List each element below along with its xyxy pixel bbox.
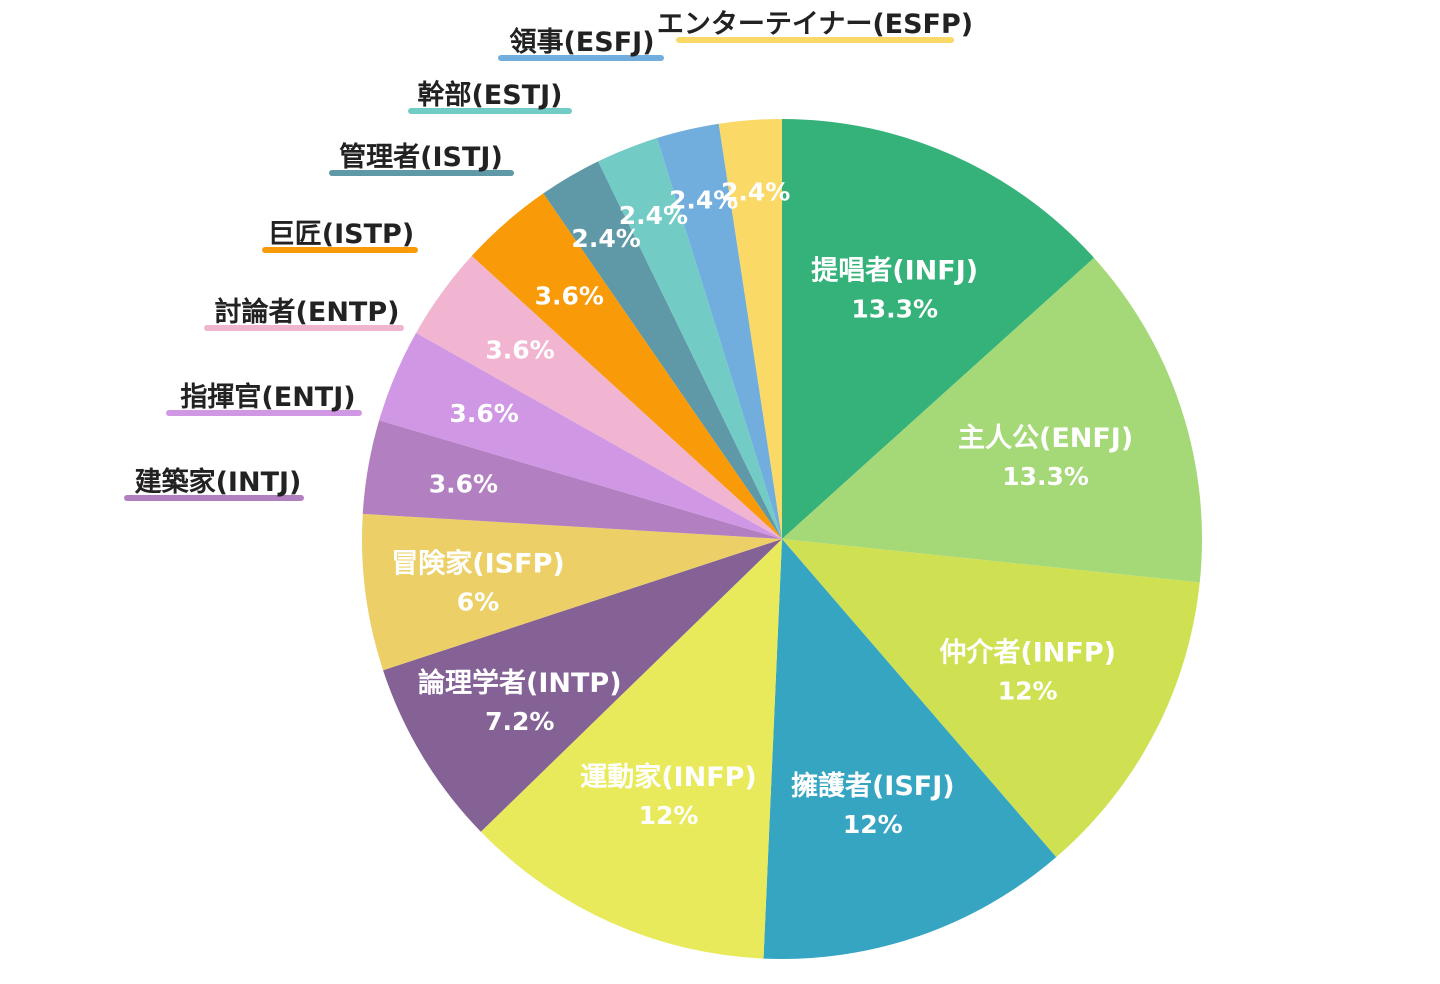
- pie-slice: [718, 119, 782, 539]
- pie-slice: [598, 138, 782, 539]
- slice-percent-label: 13.3%: [1002, 462, 1089, 491]
- slice-percent-label: 2.4%: [669, 185, 738, 214]
- slice-percent-label: 3.6%: [485, 335, 554, 364]
- outside-label-underline: [166, 410, 362, 416]
- outside-label-underline: [204, 325, 404, 331]
- pie-slice: [383, 539, 782, 832]
- pie-slice: [480, 539, 782, 959]
- slice-name-label: 提唱者(INFJ): [811, 256, 978, 287]
- slice-percent-label: 2.4%: [619, 201, 688, 230]
- slice-name-label: 論理学者(INTP): [418, 667, 622, 699]
- slice-name-label: 仲介者(INFP): [939, 637, 1116, 668]
- pie-slice: [657, 123, 782, 539]
- outside-label-underline: [408, 108, 572, 114]
- slice-percent-label: 12%: [639, 801, 699, 830]
- outside-label-underline: [329, 170, 514, 176]
- pie-slice: [782, 257, 1203, 583]
- pie-slice: [471, 193, 782, 539]
- outside-label-underline: [124, 495, 304, 501]
- slice-percent-label: 2.4%: [571, 224, 640, 253]
- slice-name-label: 運動家(INFP): [580, 761, 757, 793]
- pie-slice: [763, 539, 1057, 959]
- slice-name-outside-label: 討論者(ENTP): [215, 296, 400, 328]
- outside-label-underline: [498, 55, 664, 61]
- pie-labels: 提唱者(INFJ) 13.3% 主人公(ENFJ) 13.3% 仲介者(INFP) 12%…: [124, 9, 1133, 839]
- slice-name-label: 擁護者(ISFJ): [791, 770, 955, 802]
- pie-slices: [361, 118, 1203, 959]
- slice-name-outside-label: 建築家(INTJ): [135, 466, 302, 498]
- slice-name-label: 冒険家(ISFP): [391, 548, 564, 580]
- pie-slice: [416, 255, 782, 539]
- slice-name-outside-label: 領事(ESFJ): [509, 26, 654, 58]
- outside-label-underline: [676, 37, 954, 43]
- slice-name-outside-label: 幹部(ESTJ): [417, 79, 562, 111]
- outside-label-underline: [262, 247, 418, 253]
- slice-percent-label: 3.6%: [429, 469, 498, 498]
- slice-name-outside-label: 指揮官(ENTJ): [180, 381, 355, 413]
- slice-percent-label: 13.3%: [851, 295, 938, 324]
- slice-percent-label: 6%: [457, 588, 499, 617]
- pie-slice: [543, 161, 782, 540]
- slice-name-label: 主人公(ENFJ): [958, 423, 1133, 454]
- slice-name-outside-label: エンターテイナー(ESFP): [657, 9, 973, 40]
- slice-percent-label: 2.4%: [721, 177, 790, 206]
- slice-percent-label: 12%: [843, 810, 903, 839]
- slice-percent-label: 12%: [998, 676, 1058, 705]
- pie-slice: [782, 118, 1094, 539]
- slice-percent-label: 7.2%: [485, 707, 554, 736]
- slice-name-outside-label: 管理者(ISTJ): [339, 142, 503, 173]
- slice-percent-label: 3.6%: [449, 399, 518, 428]
- slice-name-outside-label: 巨匠(ISTP): [268, 219, 414, 250]
- pie-slice: [782, 539, 1200, 858]
- pie-slice: [379, 332, 782, 539]
- pie-slice: [361, 513, 782, 671]
- slice-percent-label: 3.6%: [535, 281, 604, 310]
- pie-slice: [362, 420, 782, 539]
